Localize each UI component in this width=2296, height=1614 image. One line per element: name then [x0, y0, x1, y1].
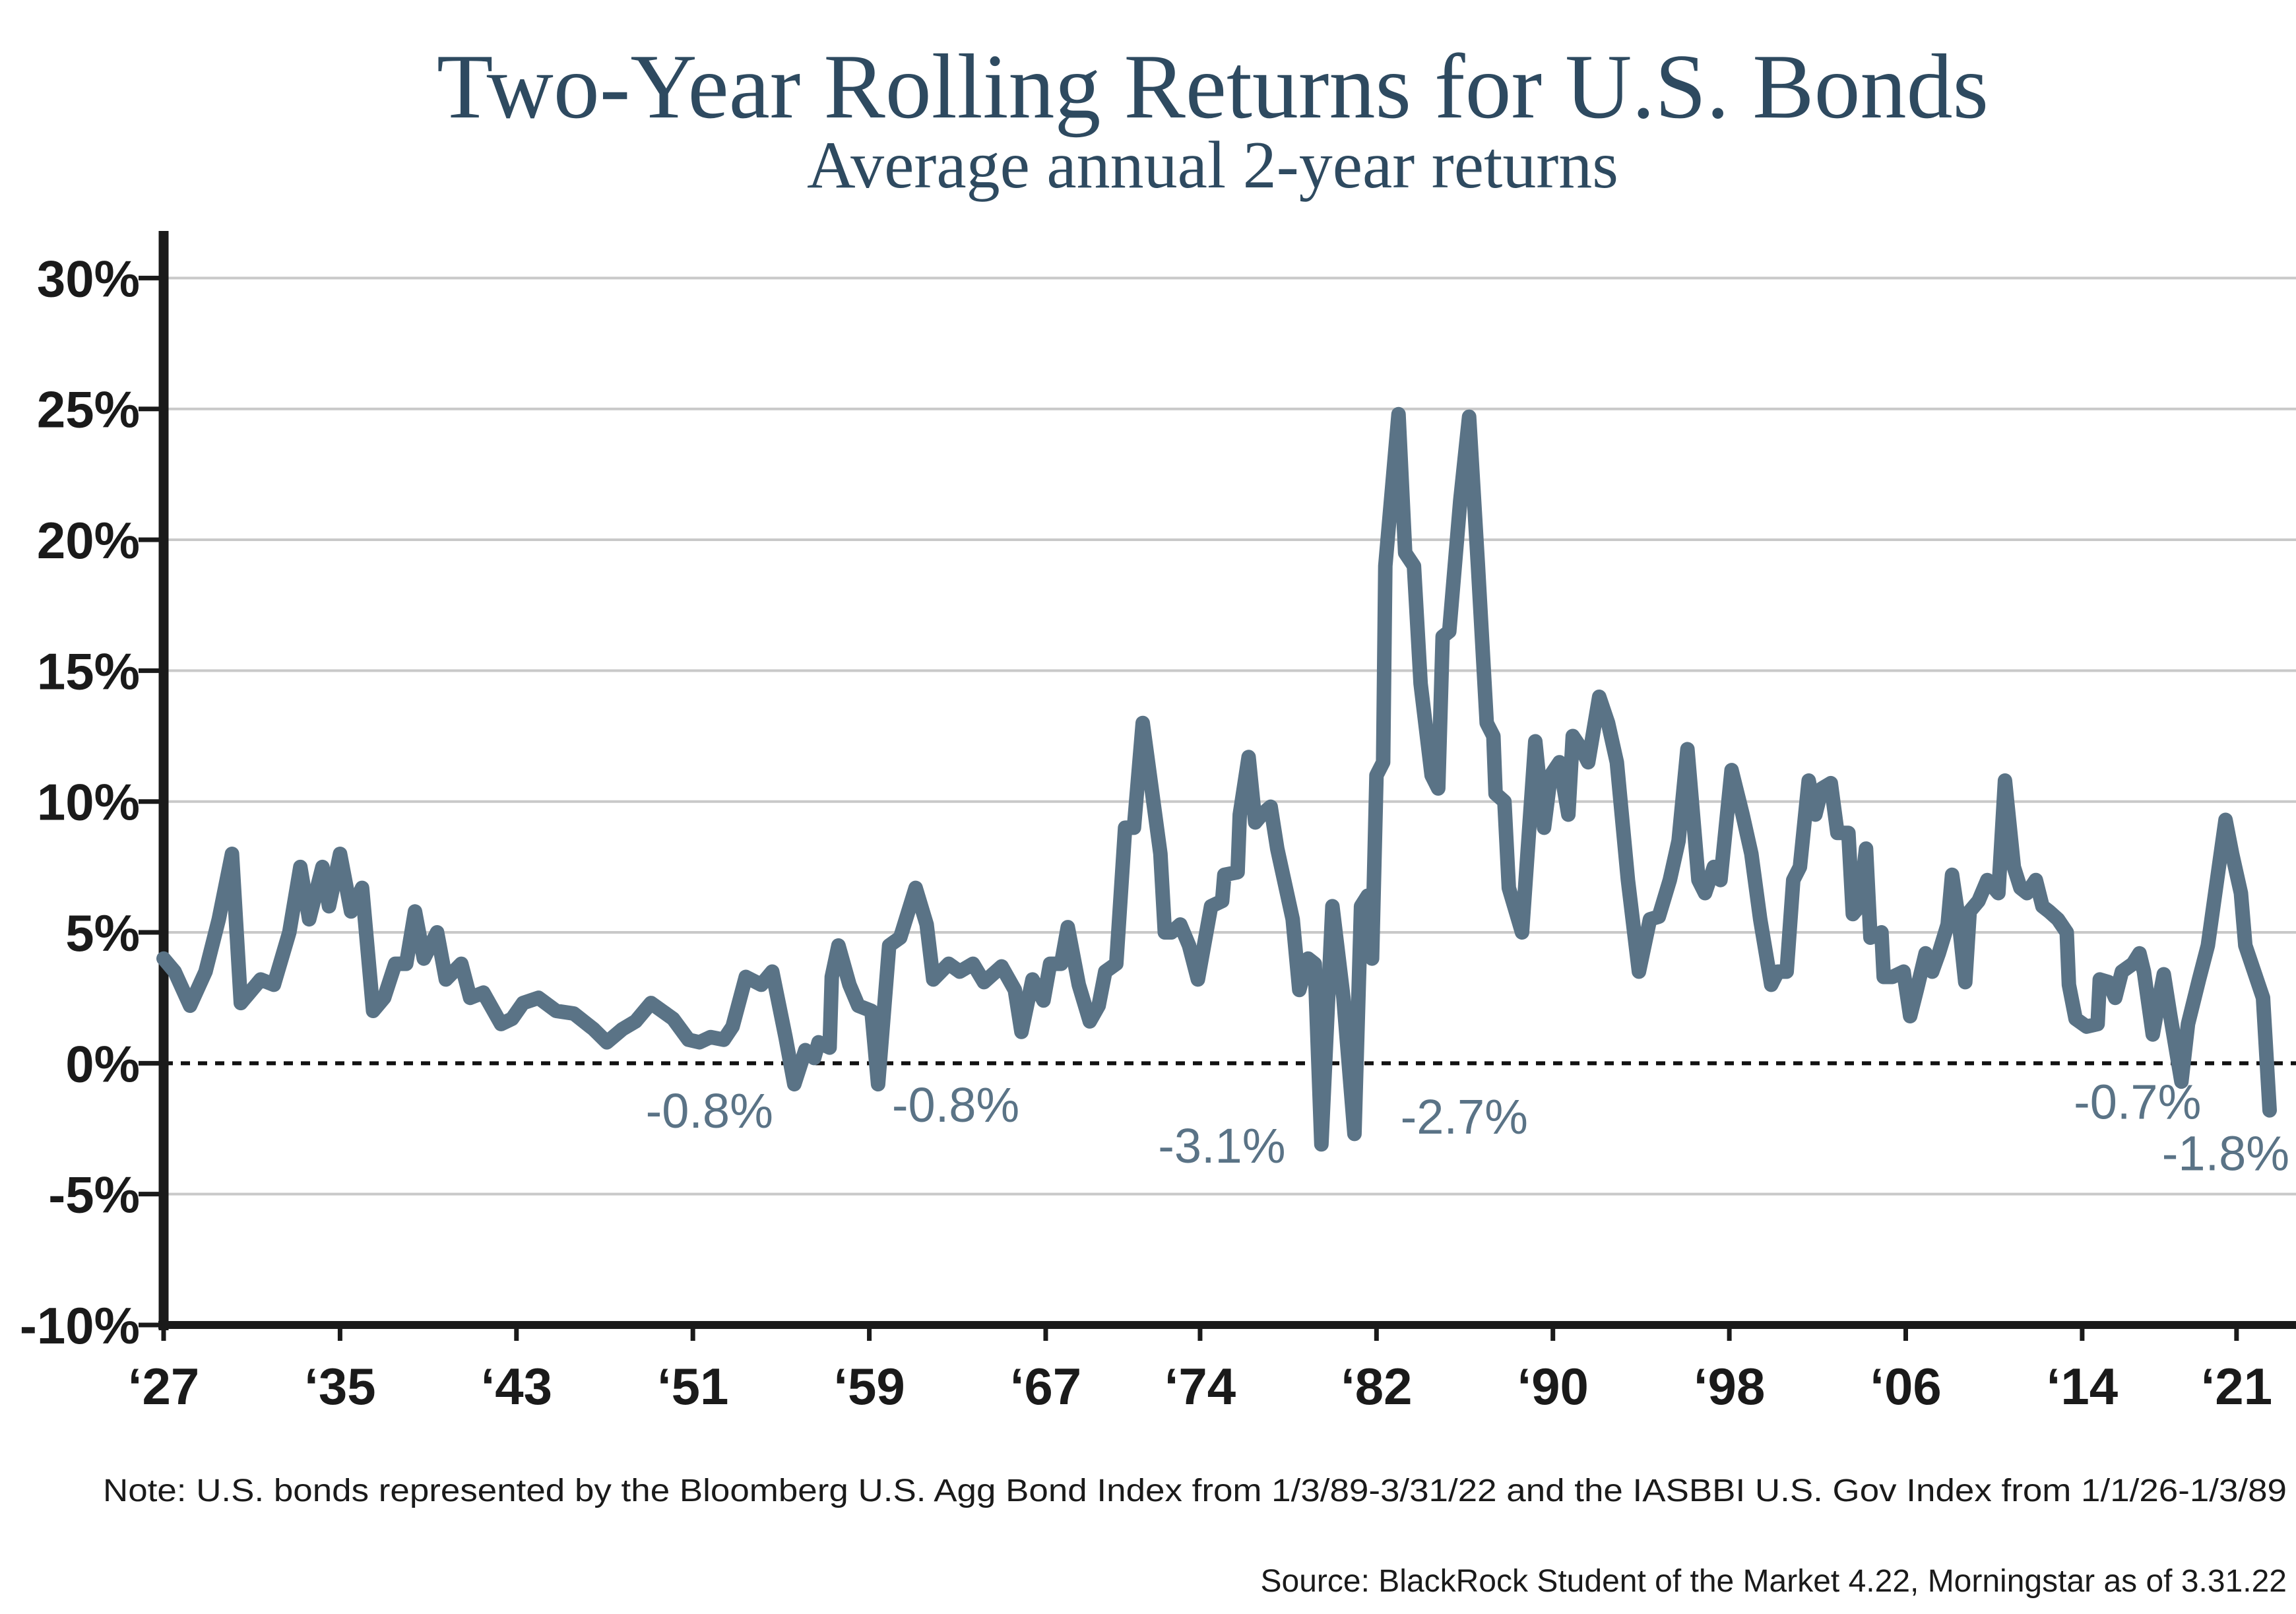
x-tick-label: ‘82	[1341, 1357, 1412, 1415]
x-tick-label: ‘06	[1870, 1357, 1941, 1415]
source: Source: BlackRock Student of the Market …	[1261, 1564, 2287, 1599]
chart-title: Two-Year Rolling Returns for U.S. Bonds	[437, 36, 1989, 138]
annotation: -3.1%	[1158, 1118, 1285, 1173]
y-tick-label: -5%	[48, 1166, 140, 1224]
chart-subtitle: Average annual 2-year returns	[807, 128, 1618, 203]
data-line	[156, 406, 2277, 1152]
y-tick-label: 20%	[37, 511, 140, 569]
x-tick-label: ‘74	[1164, 1357, 1236, 1415]
x-tick-label: ‘27	[128, 1357, 199, 1415]
x-tick-label: ‘90	[1517, 1357, 1588, 1415]
x-tick-label: ‘43	[481, 1357, 552, 1415]
note: Note: U.S. bonds represented by the Bloo…	[103, 1473, 2287, 1508]
x-tick-label: ‘98	[1694, 1357, 1765, 1415]
y-tick-label: -10%	[20, 1297, 140, 1355]
y-tick-label: 25%	[37, 381, 140, 439]
annotation: -1.8%	[2162, 1126, 2289, 1180]
y-tick-label: 5%	[65, 904, 140, 962]
x-tick-label: ‘67	[1010, 1357, 1081, 1415]
y-tick-label: 30%	[37, 249, 140, 307]
x-tick-label: ‘51	[657, 1357, 728, 1415]
y-tick-label: 15%	[37, 642, 140, 700]
x-tick-label: ‘35	[304, 1357, 375, 1415]
y-tick-label: 0%	[65, 1035, 140, 1093]
y-tick-label: 10%	[37, 773, 140, 831]
x-tick-label: ‘59	[833, 1357, 905, 1415]
x-tick-label: ‘14	[2047, 1357, 2118, 1415]
annotation: -0.8%	[892, 1078, 1019, 1132]
annotation: -2.7%	[1401, 1089, 1528, 1144]
x-tick-label: ‘21	[2201, 1357, 2272, 1415]
annotation: -0.7%	[2074, 1075, 2201, 1130]
annotation: -0.8%	[646, 1083, 773, 1138]
